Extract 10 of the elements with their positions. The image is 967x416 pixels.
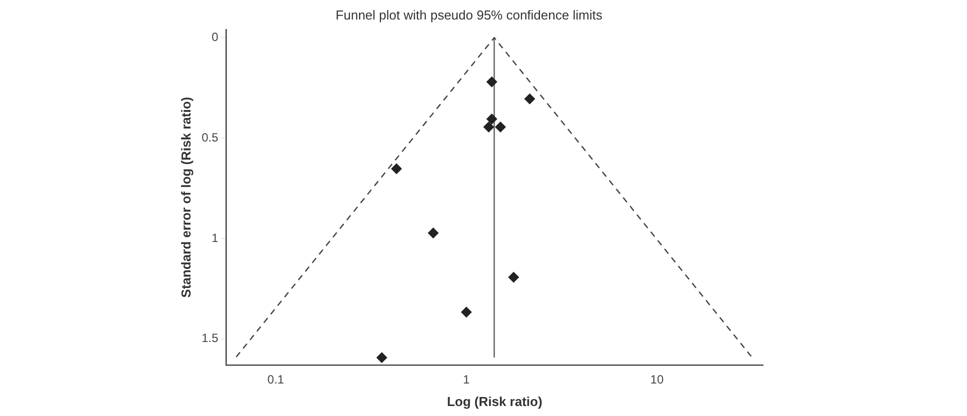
x-tick-label: 10 [650,372,664,387]
x-tick-label: 0.1 [267,372,284,387]
y-tick-label: 0.5 [202,130,219,144]
x-tick-label: 1 [463,372,470,387]
y-tick-label: 1 [212,230,219,245]
y-tick-label: 0 [212,30,219,44]
chart-title: Funnel plot with pseudo 95% confidence limits [336,7,603,22]
x-axis-title: Log (Risk ratio) [446,394,542,409]
y-tick-label: 1.5 [202,331,219,346]
y-axis-title: Standard error of log (Risk ratio) [178,96,194,298]
